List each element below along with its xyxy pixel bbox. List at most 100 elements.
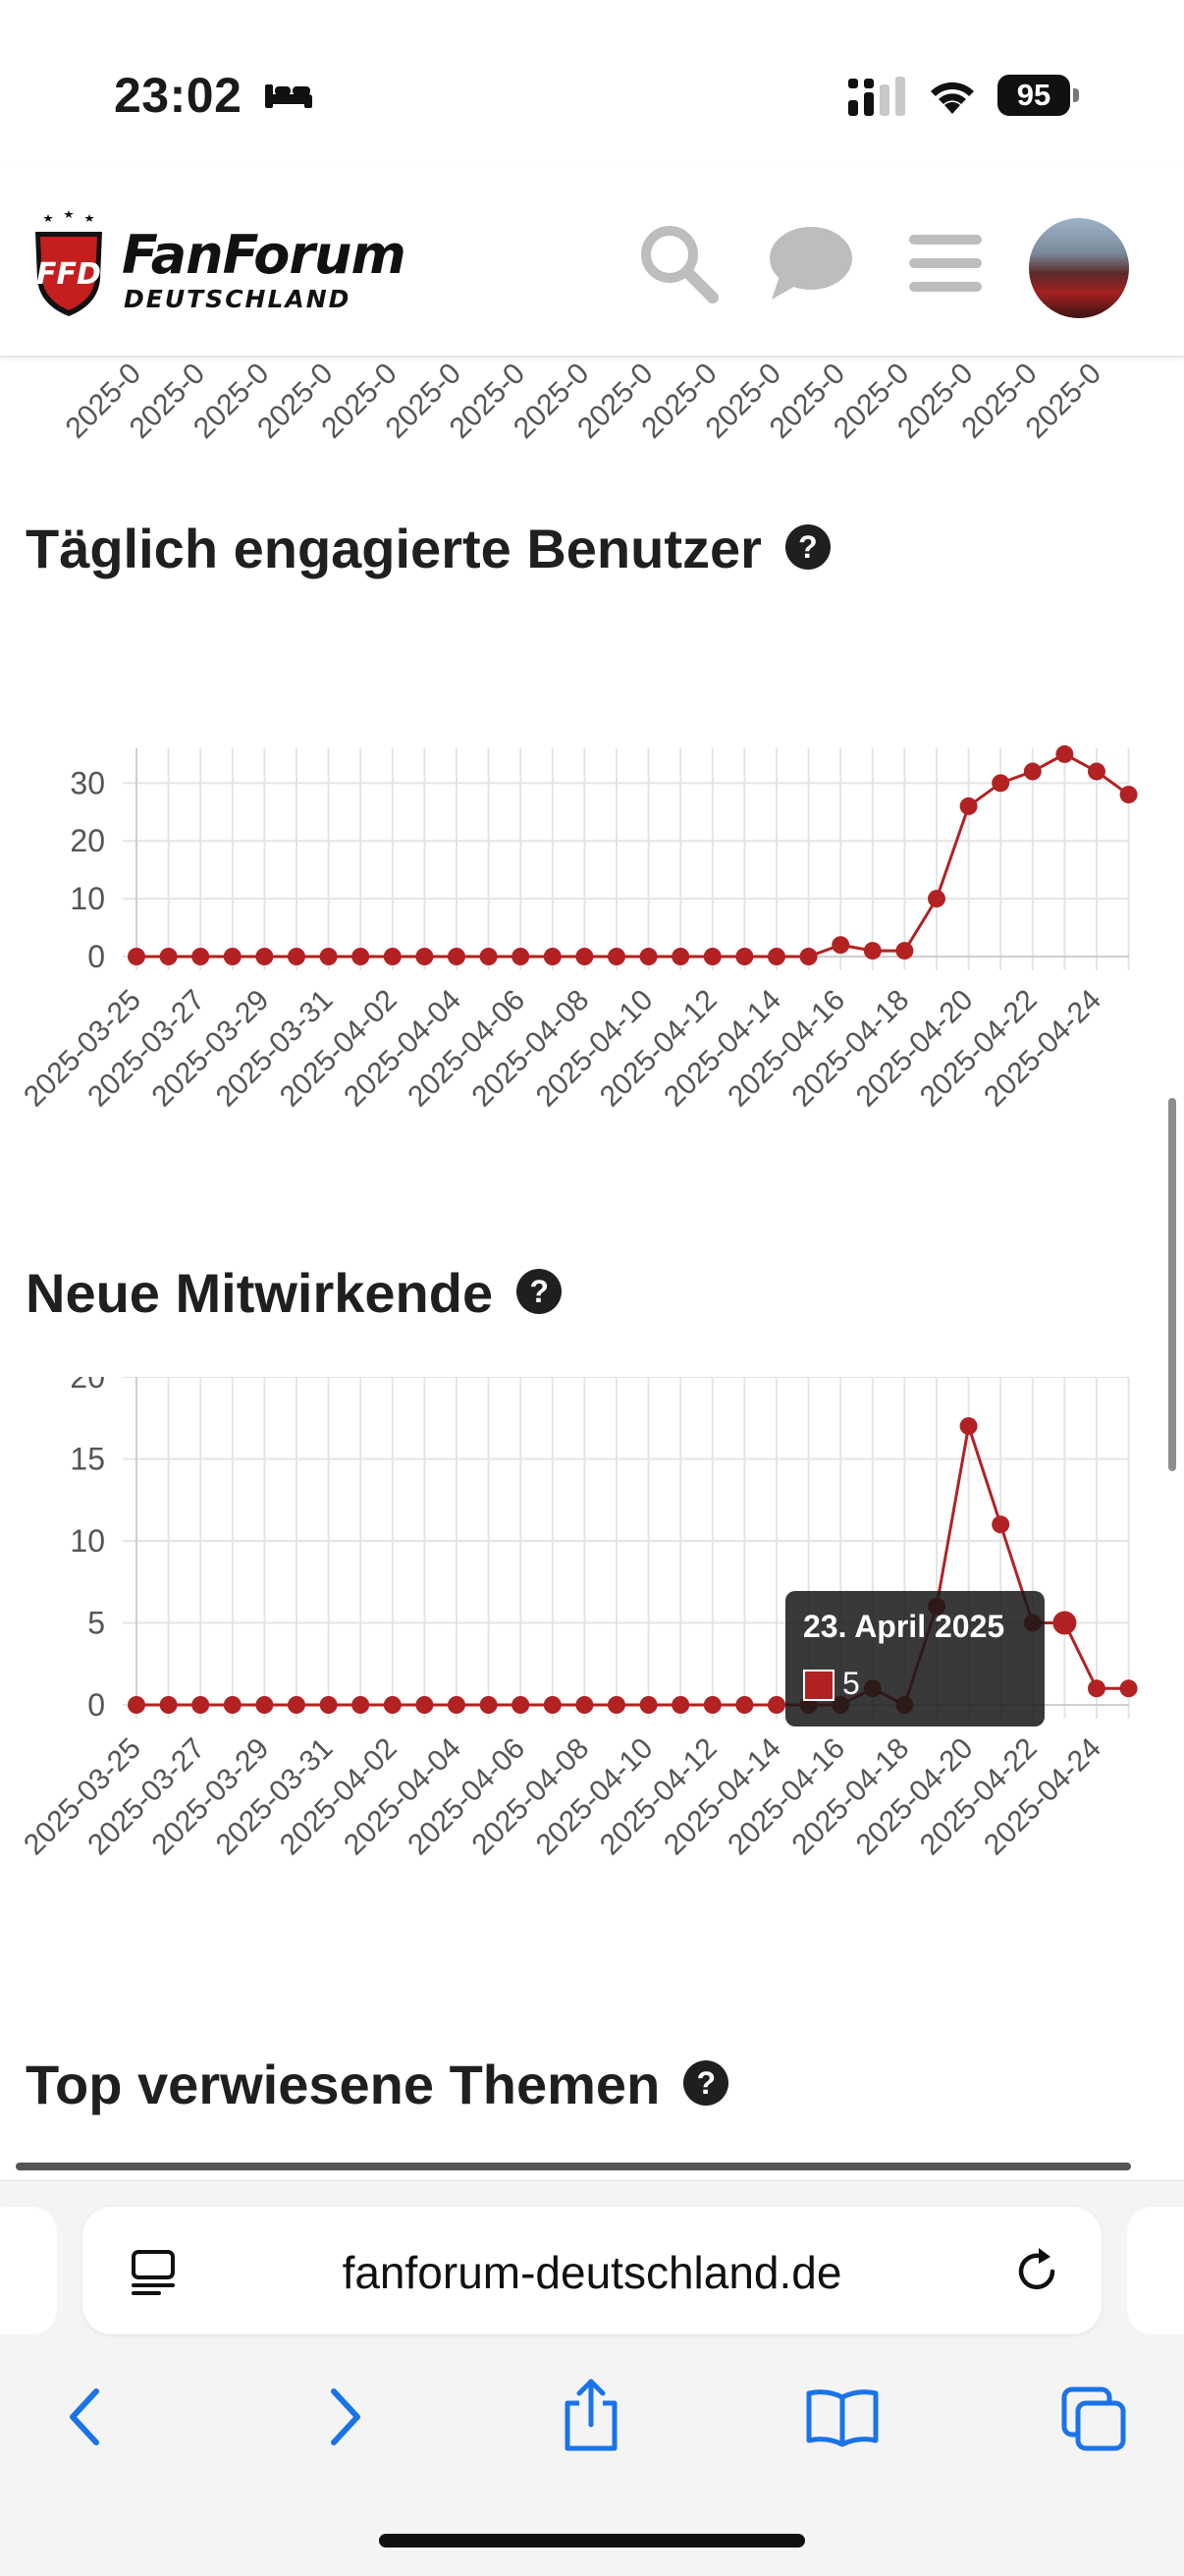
page-scrollbar[interactable] bbox=[1168, 1098, 1176, 1471]
y-tick-label: 10 bbox=[70, 1523, 105, 1559]
data-point bbox=[159, 948, 178, 965]
data-point bbox=[735, 1696, 754, 1714]
logo-subtitle: DEUTSCHLAND bbox=[124, 285, 351, 313]
data-point bbox=[735, 948, 754, 965]
data-point bbox=[575, 1696, 594, 1714]
series-line bbox=[136, 752, 1130, 959]
section-title-new-contributors: Neue Mitwirkende? bbox=[26, 1261, 563, 1325]
home-indicator[interactable] bbox=[379, 2534, 805, 2548]
next-tab-preview[interactable] bbox=[1127, 2207, 1184, 2334]
data-point bbox=[128, 1696, 145, 1714]
page-menu-icon[interactable] bbox=[130, 2248, 179, 2297]
tabs-icon[interactable] bbox=[1060, 2385, 1129, 2454]
chat-icon[interactable] bbox=[766, 221, 854, 305]
browser-toolbar: fanforum-deutschland.de bbox=[0, 2180, 1184, 2576]
data-point bbox=[768, 948, 785, 965]
data-point bbox=[992, 1515, 1010, 1534]
logo-badge-text: FFD bbox=[36, 257, 101, 292]
bookmarks-icon[interactable] bbox=[805, 2385, 880, 2448]
data-point bbox=[543, 948, 562, 965]
data-point bbox=[319, 1696, 338, 1714]
data-point bbox=[639, 948, 658, 965]
help-icon[interactable]: ? bbox=[784, 524, 831, 571]
data-point bbox=[703, 1696, 722, 1714]
data-point bbox=[672, 948, 690, 965]
y-tick-label: 15 bbox=[70, 1442, 105, 1477]
section-title-text: Top verwiesene Themen bbox=[26, 2054, 661, 2115]
forward-chevron-icon[interactable] bbox=[320, 2385, 367, 2448]
data-point bbox=[255, 1696, 274, 1714]
wifi-icon bbox=[931, 82, 974, 114]
section-title-text: Täglich engagierte Benutzer bbox=[26, 518, 762, 579]
data-point bbox=[479, 1696, 498, 1714]
previous-chart-axis: 2025-02025-02025-02025-02025-02025-02025… bbox=[60, 357, 1107, 445]
data-point bbox=[255, 948, 274, 965]
data-point bbox=[1119, 786, 1138, 804]
data-point bbox=[1052, 1611, 1077, 1635]
data-point bbox=[1055, 744, 1074, 763]
search-icon[interactable] bbox=[636, 221, 721, 305]
y-tick-label: 30 bbox=[70, 765, 105, 800]
battery-indicator: 95 bbox=[997, 75, 1080, 118]
help-icon[interactable]: ? bbox=[683, 2060, 729, 2107]
data-point bbox=[351, 1696, 370, 1714]
previous-tab-preview[interactable] bbox=[0, 2207, 57, 2334]
data-point bbox=[415, 1696, 434, 1714]
reload-icon[interactable] bbox=[1009, 2244, 1064, 2299]
data-point bbox=[1023, 762, 1042, 781]
data-point bbox=[448, 948, 465, 965]
data-point bbox=[575, 948, 594, 965]
data-point bbox=[928, 890, 945, 908]
y-tick-label: 20 bbox=[70, 823, 105, 858]
sleep-focus-icon bbox=[265, 84, 312, 108]
y-tick-label: 20 bbox=[70, 1377, 105, 1395]
data-point bbox=[288, 1696, 305, 1714]
data-point bbox=[511, 1696, 530, 1714]
data-point bbox=[959, 1417, 978, 1436]
data-point bbox=[863, 942, 882, 960]
data-point bbox=[895, 942, 914, 960]
chart-tooltip: 23. April 2025 5 bbox=[785, 1591, 1045, 1726]
data-point bbox=[639, 1696, 658, 1714]
status-bar: 23:02 95 bbox=[0, 0, 1184, 167]
url-text: fanforum-deutschland.de bbox=[342, 2247, 842, 2298]
data-point bbox=[383, 948, 402, 965]
logo-shield-icon: FFD bbox=[35, 210, 102, 316]
user-avatar[interactable] bbox=[1029, 218, 1129, 318]
share-icon[interactable] bbox=[560, 2378, 622, 2452]
site-header: FFD FanForum DEUTSCHLAND bbox=[0, 167, 1184, 357]
data-point bbox=[511, 948, 530, 965]
status-time: 23:02 bbox=[114, 68, 242, 123]
site-logo[interactable]: FFD FanForum DEUTSCHLAND bbox=[29, 210, 406, 318]
y-tick-label: 10 bbox=[70, 881, 105, 916]
data-point bbox=[959, 796, 978, 815]
y-tick-label: 5 bbox=[87, 1606, 105, 1641]
table-top-border bbox=[16, 2163, 1131, 2170]
y-tick-label: 0 bbox=[87, 1687, 105, 1723]
data-point bbox=[799, 948, 818, 965]
data-point bbox=[319, 948, 338, 965]
data-point bbox=[703, 948, 722, 965]
data-point bbox=[608, 1696, 625, 1714]
back-chevron-icon[interactable] bbox=[63, 2385, 110, 2448]
address-bar[interactable]: fanforum-deutschland.de bbox=[82, 2207, 1102, 2334]
help-icon[interactable]: ? bbox=[516, 1269, 563, 1315]
tooltip-title: 23. April 2025 bbox=[803, 1609, 1005, 1644]
data-point bbox=[768, 1696, 785, 1714]
chart-daily-engaged-users: 01020302025-03-252025-03-272025-03-29202… bbox=[18, 744, 1138, 1113]
section-title-text: Neue Mitwirkende bbox=[26, 1262, 494, 1324]
data-point bbox=[383, 1696, 402, 1714]
data-point bbox=[351, 948, 370, 965]
hamburger-menu-icon[interactable] bbox=[907, 221, 984, 305]
data-point bbox=[1088, 762, 1105, 781]
data-point bbox=[672, 1696, 690, 1714]
logo-title: FanForum bbox=[122, 224, 406, 286]
data-point bbox=[128, 948, 145, 965]
data-point bbox=[992, 774, 1010, 793]
tooltip-series-swatch bbox=[803, 1670, 834, 1701]
data-point bbox=[543, 1696, 562, 1714]
data-point bbox=[608, 948, 625, 965]
data-point bbox=[159, 1696, 178, 1714]
section-title-top-topics: Top verwiesene Themen? bbox=[26, 2053, 729, 2116]
data-point bbox=[1088, 1679, 1105, 1698]
